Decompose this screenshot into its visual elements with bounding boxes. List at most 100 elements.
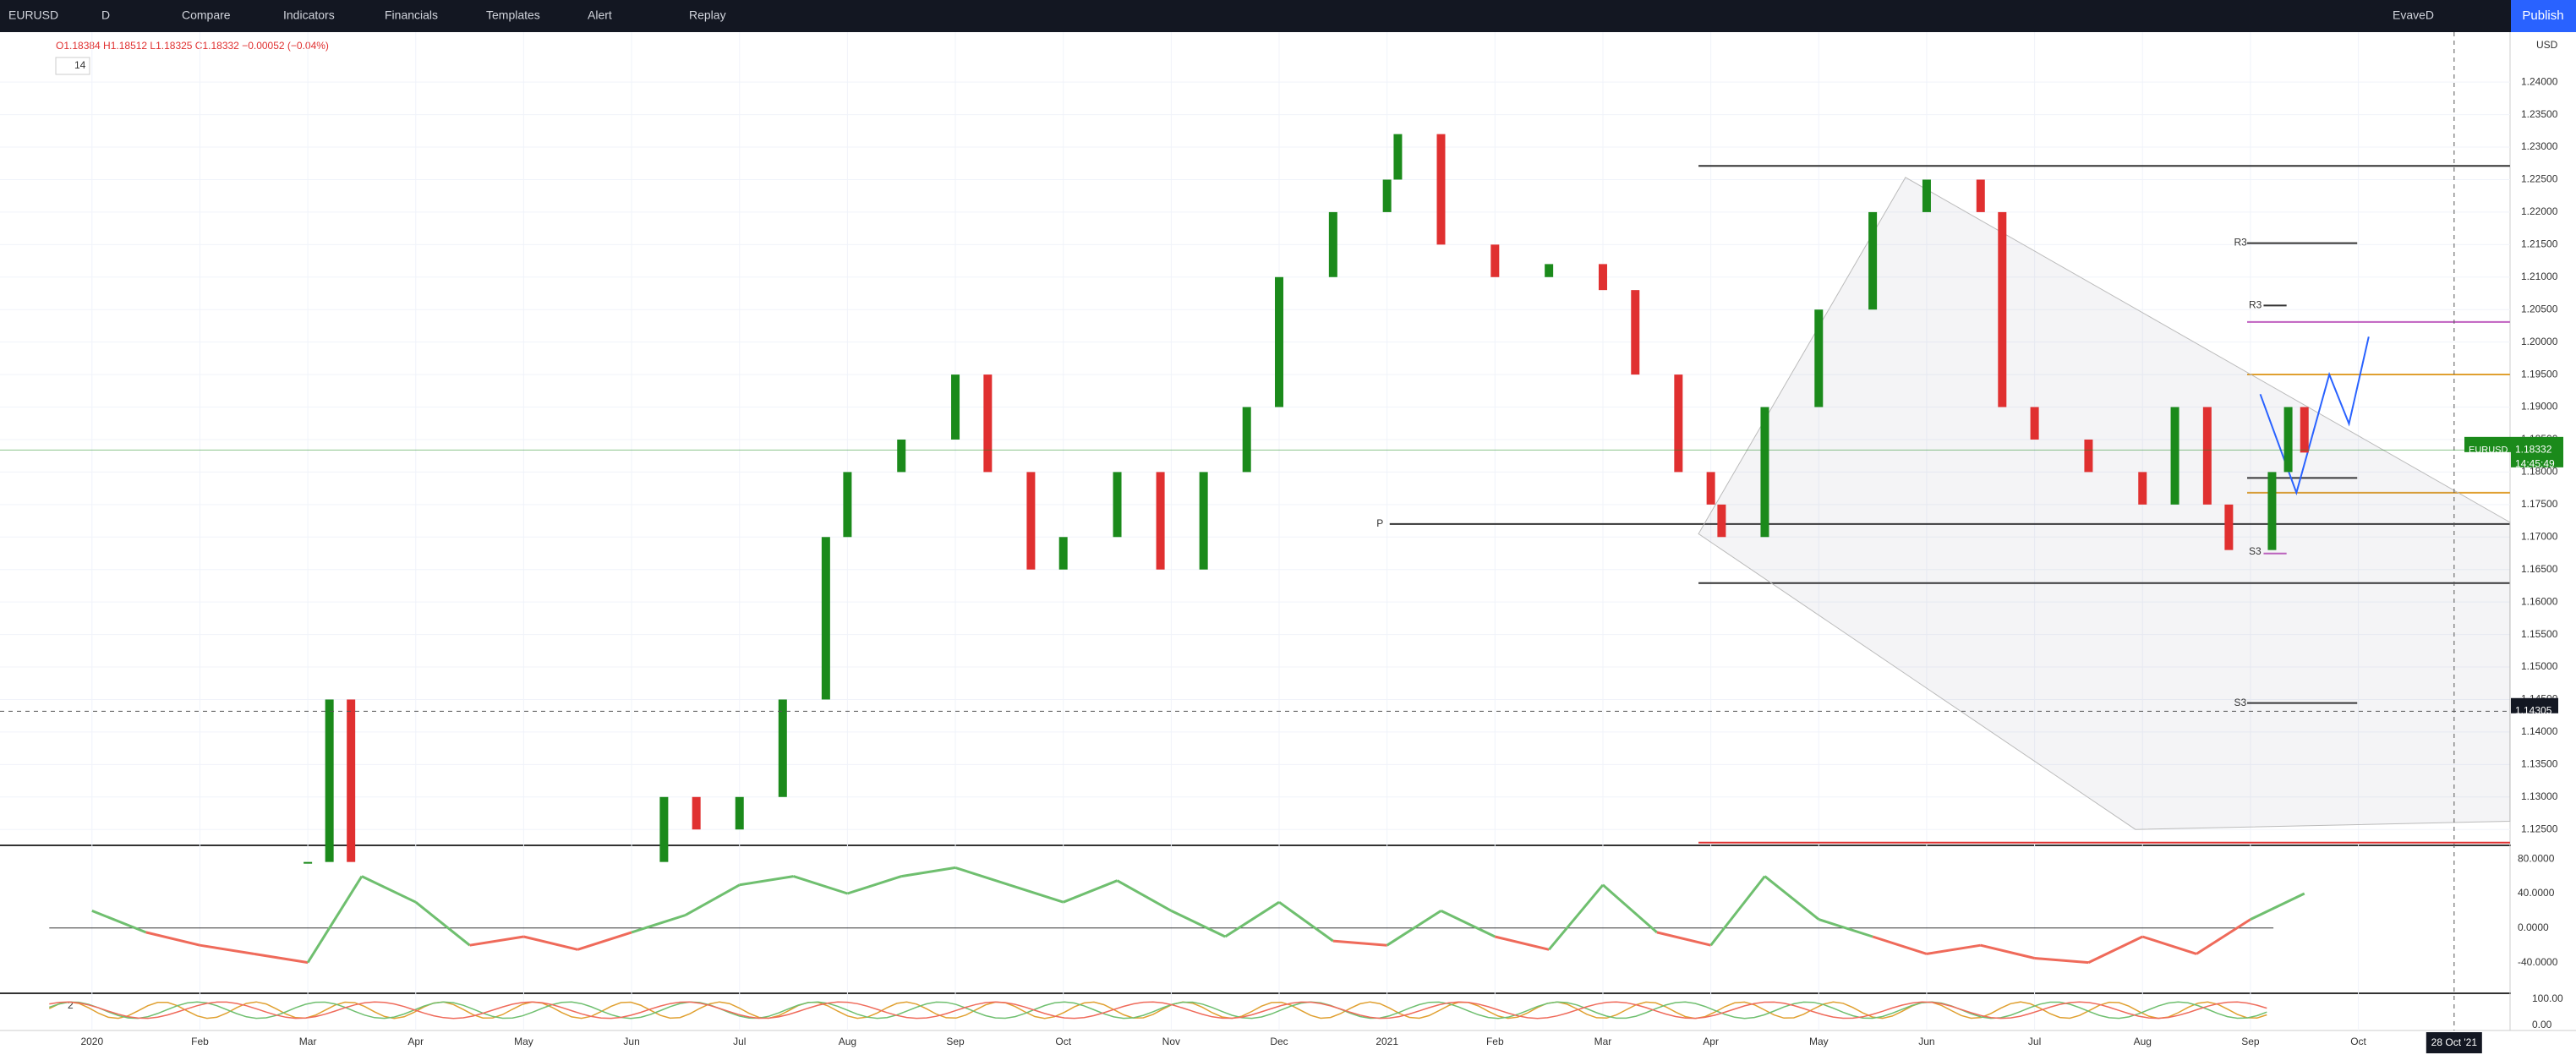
candle bbox=[1814, 309, 1824, 407]
candle bbox=[659, 796, 669, 862]
price-tick-label: 1.17500 bbox=[2521, 498, 2558, 510]
level-label: P bbox=[1376, 517, 1383, 529]
candle bbox=[1631, 290, 1640, 375]
price-tick-label: 1.22500 bbox=[2521, 173, 2558, 185]
osc-segment bbox=[846, 875, 902, 895]
toolbar-item[interactable]: Indicators bbox=[283, 8, 335, 22]
price-tick-label: 1.20500 bbox=[2521, 303, 2558, 314]
user[interactable]: EvaveD bbox=[2393, 8, 2434, 22]
last-symbol: EURUSD bbox=[2469, 445, 2508, 455]
interval[interactable]: D bbox=[101, 8, 110, 22]
level-label: R3 bbox=[2234, 237, 2247, 249]
osc-segment bbox=[200, 943, 254, 955]
osc-tick-label: -40.0000 bbox=[2518, 956, 2558, 968]
toolbar-item[interactable]: Templates bbox=[486, 8, 540, 22]
time-label: May bbox=[1809, 1036, 1829, 1047]
osc-segment bbox=[2034, 957, 2089, 965]
price-tick-label: 1.15000 bbox=[2521, 660, 2558, 672]
level-label: R3 bbox=[2249, 299, 2262, 311]
price-tick-label: 1.14000 bbox=[2521, 725, 2558, 737]
osc-segment bbox=[1170, 910, 1226, 938]
candle bbox=[2138, 472, 2147, 505]
publish-label[interactable]: Publish bbox=[2522, 8, 2563, 23]
candle bbox=[735, 796, 744, 830]
osc-segment bbox=[1063, 879, 1118, 904]
candle bbox=[2267, 472, 2277, 550]
price-tick-label: 1.22000 bbox=[2521, 205, 2558, 217]
toolbar bbox=[0, 0, 2576, 32]
candle bbox=[1156, 472, 1165, 570]
osc-segment bbox=[1818, 918, 1873, 938]
osc-segment bbox=[954, 866, 1010, 887]
candle bbox=[325, 699, 334, 862]
toolbar-item[interactable]: Financials bbox=[385, 8, 438, 22]
candle bbox=[2224, 504, 2234, 550]
osc-segment bbox=[1601, 883, 1658, 934]
time-label: Feb bbox=[1486, 1036, 1504, 1047]
price-tick-label: 1.19000 bbox=[2521, 401, 2558, 413]
level-label: S3 bbox=[2234, 697, 2246, 708]
osc-segment bbox=[361, 875, 417, 904]
candle bbox=[1113, 472, 1122, 538]
publish-button[interactable] bbox=[2511, 0, 2576, 32]
candle bbox=[1242, 407, 1251, 473]
price-tick-label: 1.24000 bbox=[2521, 75, 2558, 87]
osc-segment bbox=[2196, 918, 2251, 955]
last-price: 1.18332 bbox=[2515, 444, 2552, 456]
candle bbox=[1058, 537, 1068, 570]
candle bbox=[1545, 264, 1554, 277]
price-tick-label: 1.23500 bbox=[2521, 108, 2558, 120]
lower-line bbox=[48, 1001, 2267, 1019]
time-label: Aug bbox=[839, 1036, 856, 1047]
osc-segment bbox=[1278, 900, 1334, 943]
crosshair-price-box bbox=[2511, 697, 2558, 713]
osc-tick-label: 40.0000 bbox=[2518, 887, 2555, 899]
osc-segment bbox=[1116, 879, 1173, 912]
currency[interactable]: USD bbox=[2536, 39, 2558, 51]
toolbar-item[interactable]: Compare bbox=[182, 8, 231, 22]
osc-segment bbox=[1548, 883, 1605, 951]
time-label: 2021 bbox=[1376, 1036, 1398, 1047]
price-tick-label: 1.13500 bbox=[2521, 758, 2558, 770]
time-label: May bbox=[514, 1036, 533, 1047]
osc-segment bbox=[793, 875, 848, 895]
candle bbox=[983, 374, 993, 473]
osc-tick-label: 80.0000 bbox=[2518, 852, 2555, 864]
candle bbox=[778, 699, 787, 797]
time-label: Apr bbox=[407, 1036, 424, 1047]
countdown: 14:45:49 bbox=[2515, 458, 2555, 470]
time-label: Jun bbox=[1918, 1036, 1934, 1047]
osc-segment bbox=[306, 875, 364, 964]
toolbar-item[interactable]: Alert bbox=[588, 8, 612, 22]
price-tick-label: 1.18000 bbox=[2521, 466, 2558, 478]
time-label: Nov bbox=[1162, 1036, 1180, 1047]
time-label: Jul bbox=[733, 1036, 746, 1047]
time-label: Mar bbox=[299, 1036, 317, 1047]
osc-segment bbox=[2250, 892, 2305, 921]
toolbar-item[interactable]: Replay bbox=[689, 8, 726, 22]
candle bbox=[2283, 407, 2293, 473]
price-tick-label: 1.16500 bbox=[2521, 563, 2558, 575]
pane2-label: 2 bbox=[68, 999, 74, 1011]
time-label: Sep bbox=[2241, 1036, 2260, 1047]
time-label: Jul bbox=[2028, 1036, 2041, 1047]
last-price-box bbox=[2511, 436, 2563, 467]
price-tick-label: 1.19500 bbox=[2521, 368, 2558, 380]
osc-segment bbox=[577, 931, 632, 951]
candle bbox=[1328, 211, 1337, 277]
osc-segment bbox=[414, 901, 471, 947]
symbol[interactable]: EURUSD bbox=[8, 8, 58, 22]
level-label: S3 bbox=[2249, 545, 2262, 557]
lower-bottom: 0.00 bbox=[2532, 1019, 2552, 1030]
osc-segment bbox=[1224, 900, 1280, 938]
candle bbox=[1760, 407, 1769, 538]
candle bbox=[1490, 244, 1500, 277]
candle bbox=[692, 796, 701, 830]
osc-segment bbox=[91, 910, 147, 934]
candle bbox=[2030, 407, 2039, 440]
legend-toggle[interactable] bbox=[55, 57, 90, 75]
price-tick-label: 1.13000 bbox=[2521, 790, 2558, 802]
time-label: Apr bbox=[1703, 1036, 1719, 1047]
osc-segment bbox=[1709, 875, 1766, 947]
